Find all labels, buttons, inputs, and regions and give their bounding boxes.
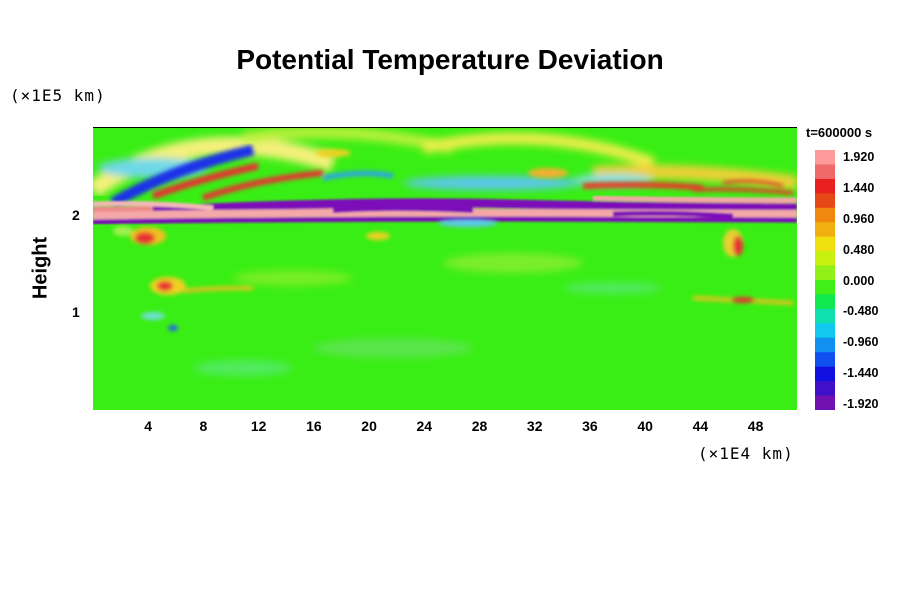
colorbar-segment: [815, 337, 835, 353]
colorbar-segment: [815, 323, 835, 339]
colorbar-segment: [815, 178, 835, 194]
x-tick-label: 8: [199, 418, 208, 434]
y-tick-label: 2: [72, 206, 80, 223]
x-tick-label: 20: [361, 418, 377, 434]
colorbar-segment: [815, 352, 835, 368]
colorbar-label: 0.960: [843, 211, 875, 226]
colorbar-segment: [815, 280, 835, 295]
y-tick-label: 1: [72, 303, 80, 320]
colorbar-segment: [815, 395, 835, 410]
colorbar-segment: [815, 265, 835, 281]
colorbar-segment: [815, 150, 835, 165]
colorbar-label: -1.920: [843, 397, 879, 411]
x-tick-label: 32: [526, 418, 543, 434]
y-axis-label: Height: [29, 236, 52, 300]
heatmap-field: [93, 128, 797, 410]
colorbar-segment: [815, 164, 835, 180]
colorbar-segment: [815, 236, 835, 252]
colorbar-segment: [815, 207, 835, 223]
x-tick-label: 28: [471, 418, 488, 434]
colorbar-segment: [815, 381, 835, 397]
colorbar-label: 0.480: [843, 242, 875, 257]
colorbar-label: 1.920: [843, 150, 875, 164]
x-tick-label: 16: [306, 418, 322, 434]
colorbar-segment: [815, 193, 835, 209]
x-tick-label: 4: [144, 418, 153, 434]
colorbar-label: -1.440: [843, 366, 879, 381]
colorbar-label: -0.960: [843, 335, 879, 350]
x-tick-label: 44: [692, 418, 709, 434]
y-axis-unit: (×1E5 km): [10, 86, 106, 105]
colorbar-label: -0.480: [843, 304, 879, 319]
colorbar-segment: [815, 294, 835, 310]
plot-area: [93, 127, 797, 410]
colorbar-segment: [815, 222, 835, 238]
x-tick-label: 24: [416, 418, 433, 434]
x-tick-label: 12: [250, 418, 267, 434]
colorbar-label: 1.440: [843, 180, 875, 195]
colorbar-segment: [815, 251, 835, 267]
x-tick-label: 36: [582, 418, 598, 434]
x-tick-label: 48: [747, 418, 764, 434]
colorbar-segment: [815, 366, 835, 382]
x-tick-label: 40: [637, 418, 653, 434]
chart-title: Potential Temperature Deviation: [236, 44, 664, 75]
colorbar: [815, 150, 835, 410]
colorbar-label: 0.000: [843, 273, 875, 288]
x-axis-unit: (×1E4 km): [698, 444, 794, 463]
time-label: t=600000 s: [806, 125, 873, 140]
colorbar-segment: [815, 308, 835, 324]
